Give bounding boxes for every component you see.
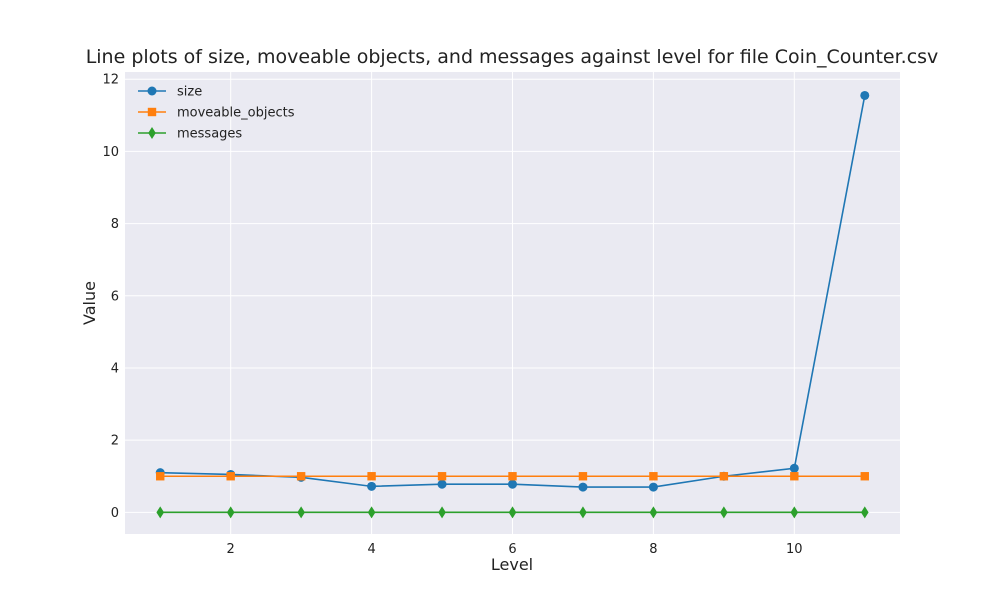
chart-title: Line plots of size, moveable objects, an… <box>86 46 939 68</box>
data-point <box>226 472 235 481</box>
data-point <box>367 472 376 481</box>
data-point <box>860 90 870 100</box>
data-point <box>649 472 658 481</box>
data-point <box>437 472 447 481</box>
data-point <box>578 472 588 481</box>
legend-item: moveable_objects <box>138 106 295 121</box>
y-tick-label: 4 <box>111 361 119 376</box>
grid <box>125 72 900 534</box>
data-point <box>156 472 165 481</box>
data-point <box>720 506 728 519</box>
legend-marker <box>147 86 157 96</box>
data-point <box>790 506 799 519</box>
series-moveable-objects <box>156 472 869 481</box>
data-point <box>648 482 658 492</box>
legend-item: size <box>138 85 202 100</box>
x-tick-label: 4 <box>367 542 375 557</box>
series-messages <box>156 506 869 519</box>
data-point <box>226 506 235 519</box>
x-tick-label: 10 <box>786 542 803 557</box>
legend: size moveable_objects messages <box>138 85 295 142</box>
data-point <box>156 506 165 519</box>
y-tick-label: 10 <box>102 145 119 160</box>
x-tick-label: 6 <box>508 542 516 557</box>
legend-marker <box>147 107 157 117</box>
data-point <box>296 472 306 481</box>
data-point <box>860 472 869 481</box>
data-point <box>579 506 587 519</box>
legend-item: messages <box>138 127 242 142</box>
x-axis-label: Level <box>491 555 533 574</box>
data-point <box>367 506 376 519</box>
legend-marker <box>148 127 156 139</box>
data-point <box>790 472 799 481</box>
data-point <box>508 506 517 519</box>
y-tick-label: 12 <box>102 73 119 88</box>
data-point <box>649 506 658 519</box>
legend-label: moveable_objects <box>177 106 295 121</box>
data-point <box>437 479 447 489</box>
y-tick-label: 0 <box>111 506 119 521</box>
data-point <box>860 506 869 519</box>
y-tick-label: 8 <box>111 217 119 232</box>
data-point <box>508 472 517 481</box>
tick-labels: 2 4 6 8 10 0 2 4 6 8 10 12 <box>102 73 802 557</box>
data-point <box>438 506 446 519</box>
series-layer <box>155 90 870 519</box>
legend-label: size <box>177 85 202 100</box>
data-point <box>297 506 305 519</box>
x-tick-label: 8 <box>649 542 657 557</box>
y-tick-label: 2 <box>111 434 119 449</box>
data-point <box>719 472 729 481</box>
legend-label: messages <box>177 127 242 142</box>
y-tick-label: 6 <box>111 289 119 304</box>
y-axis-label: Value <box>80 281 99 325</box>
data-point <box>367 481 377 491</box>
data-point <box>508 479 517 489</box>
data-point <box>789 463 799 473</box>
x-tick-label: 2 <box>227 542 235 557</box>
data-point <box>578 482 588 492</box>
